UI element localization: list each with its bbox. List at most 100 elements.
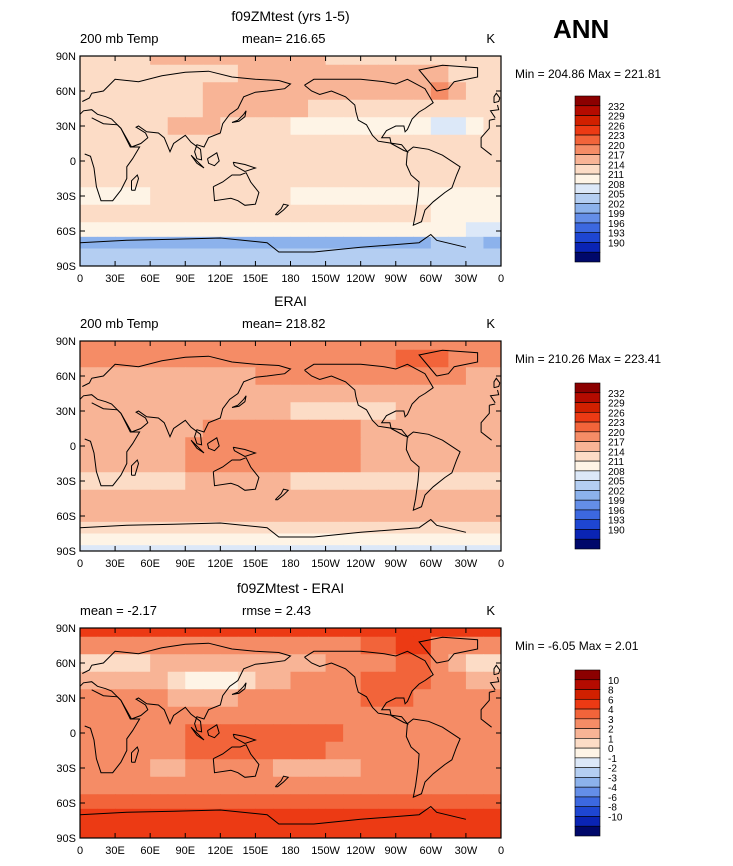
field-cell (395, 204, 414, 223)
field-cell (272, 832, 292, 838)
y-tick-label: 90S (56, 546, 76, 558)
field-cell (97, 628, 116, 638)
field-cell (220, 341, 239, 351)
field-cell (272, 367, 292, 386)
field-cell (465, 117, 485, 136)
field-cell (255, 794, 274, 810)
field-cell (185, 533, 204, 546)
field-cell (237, 489, 257, 508)
field-cell (97, 636, 116, 655)
field-cell (132, 367, 151, 386)
field-cell (483, 117, 501, 136)
y-tick-label: 30N (56, 693, 76, 705)
colorbar-swatch (574, 796, 601, 808)
colorbar-swatch (574, 460, 601, 472)
x-tick-label: 0 (498, 273, 504, 285)
field-cell (290, 628, 309, 638)
field-cell (360, 706, 379, 725)
field-cell (343, 489, 362, 508)
field-cell (237, 776, 257, 795)
field-cell (360, 628, 379, 638)
field-cell (325, 628, 344, 638)
field-cell (360, 832, 379, 838)
y-tick-label: 90S (56, 833, 76, 845)
field-cell (255, 724, 274, 743)
field-cell (115, 349, 134, 368)
field-cell (132, 636, 151, 655)
field-cell (132, 454, 151, 473)
field-cell (378, 454, 397, 473)
field-cell (150, 489, 169, 508)
field-cell (132, 384, 151, 403)
field-cell (308, 134, 327, 153)
field-cell (290, 507, 309, 523)
field-cell (97, 64, 116, 83)
field-cell (97, 222, 116, 238)
field-cell (308, 724, 327, 743)
x-tick-label: 90W (384, 845, 407, 857)
field-cell (378, 628, 397, 638)
field-cell (220, 636, 239, 655)
panel-3: f09ZMtest - ERAI mean = -2.17 rmse = 2.43 K… (56, 580, 639, 857)
field-cell (395, 545, 414, 551)
field-cell (448, 472, 467, 491)
coastline (304, 650, 434, 725)
field-cell (308, 222, 327, 238)
field-cell (272, 99, 292, 118)
panel-units-label: K (486, 316, 495, 331)
field-cell (448, 134, 467, 153)
field-cell (220, 794, 239, 810)
colorbar-label: 199 (608, 496, 625, 507)
colorbar-swatch (574, 232, 601, 243)
field-cell (360, 533, 379, 546)
field-cell (237, 349, 257, 368)
colorbar-label: -8 (608, 803, 617, 814)
colorbar: 2322292262232202172142112082052021991961… (574, 382, 625, 550)
field-cell (308, 248, 327, 261)
field-cell (378, 521, 397, 535)
field-cell (150, 654, 169, 673)
field-cell (378, 545, 397, 551)
field-cell (430, 808, 449, 822)
field-cell (80, 671, 99, 690)
field-cell (255, 169, 274, 188)
field-cell (483, 82, 501, 101)
field-cell (255, 187, 274, 206)
field-cell (483, 832, 501, 838)
field-cell (237, 706, 257, 725)
field-cell (97, 671, 116, 690)
field-cell (202, 56, 221, 66)
field-cell (395, 349, 414, 368)
colorbar-swatch (574, 738, 601, 749)
field-cell (97, 248, 116, 261)
y-tick-label: 0 (70, 156, 76, 168)
colorbar-swatch (574, 509, 601, 521)
field-cell (115, 56, 134, 66)
field-cell (202, 654, 221, 673)
colorbar-swatch (574, 134, 601, 146)
field-cell (185, 741, 204, 760)
field-cell (343, 832, 362, 838)
field-cell (360, 260, 379, 266)
field-cell (448, 260, 467, 266)
colorbar-swatch (574, 728, 601, 739)
field-cell (150, 636, 169, 655)
field-cell (343, 402, 362, 421)
field-cell (483, 341, 501, 351)
field-cell (80, 236, 99, 250)
field-cell (343, 759, 362, 778)
field-cell (150, 706, 169, 725)
field-cell (430, 222, 449, 238)
field-cell (237, 636, 257, 655)
field-cell (255, 489, 274, 508)
field-cell (465, 222, 485, 238)
x-tick-label: 120E (207, 273, 233, 285)
field-cell (237, 117, 257, 136)
panel-title: f09ZMtest (yrs 1-5) (231, 8, 349, 24)
field-cell (290, 260, 309, 266)
field-cell (272, 169, 292, 188)
field-cell (378, 820, 397, 833)
y-tick-label: 30N (56, 406, 76, 418)
colorbar-label: 220 (608, 141, 625, 152)
